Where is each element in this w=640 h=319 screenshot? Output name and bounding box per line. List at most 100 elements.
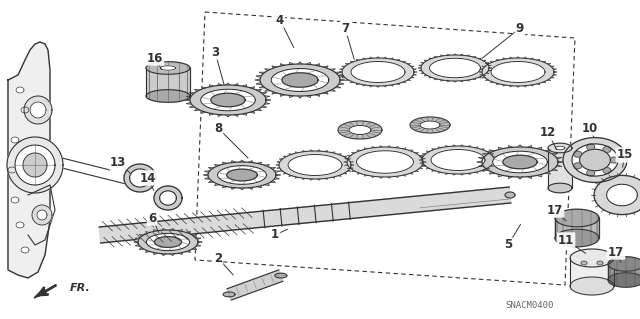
Polygon shape — [231, 187, 236, 189]
Polygon shape — [467, 80, 469, 81]
Polygon shape — [345, 158, 348, 160]
Polygon shape — [154, 186, 182, 210]
Polygon shape — [480, 74, 483, 75]
Polygon shape — [422, 158, 425, 160]
Polygon shape — [303, 178, 305, 179]
Polygon shape — [234, 115, 239, 116]
Polygon shape — [426, 168, 430, 169]
Polygon shape — [438, 147, 442, 148]
Polygon shape — [422, 146, 494, 174]
Polygon shape — [342, 77, 346, 78]
Polygon shape — [426, 151, 430, 152]
Polygon shape — [154, 253, 157, 254]
Polygon shape — [16, 222, 24, 228]
Polygon shape — [537, 59, 540, 61]
Polygon shape — [124, 164, 156, 192]
Polygon shape — [547, 63, 550, 65]
Polygon shape — [445, 145, 448, 147]
Polygon shape — [452, 145, 456, 146]
Polygon shape — [189, 106, 195, 107]
Polygon shape — [493, 151, 547, 173]
Polygon shape — [226, 115, 230, 117]
Polygon shape — [537, 147, 541, 150]
Polygon shape — [271, 69, 329, 92]
Polygon shape — [376, 86, 380, 87]
Polygon shape — [407, 79, 410, 80]
Polygon shape — [516, 86, 520, 87]
Polygon shape — [179, 230, 182, 232]
Polygon shape — [380, 177, 383, 178]
Polygon shape — [261, 93, 266, 94]
Polygon shape — [413, 69, 416, 70]
Polygon shape — [369, 57, 372, 58]
Text: 3: 3 — [211, 46, 219, 58]
Polygon shape — [266, 99, 271, 101]
Polygon shape — [365, 148, 367, 149]
Polygon shape — [363, 85, 365, 86]
Polygon shape — [490, 165, 493, 166]
Polygon shape — [608, 273, 640, 287]
Polygon shape — [348, 170, 351, 171]
Polygon shape — [348, 167, 351, 169]
Polygon shape — [134, 241, 138, 243]
Polygon shape — [516, 57, 520, 58]
Polygon shape — [307, 95, 311, 98]
Polygon shape — [272, 66, 277, 68]
Polygon shape — [419, 68, 421, 69]
Polygon shape — [162, 254, 166, 256]
Polygon shape — [475, 172, 477, 173]
Polygon shape — [339, 76, 344, 77]
Polygon shape — [7, 137, 63, 193]
Polygon shape — [573, 151, 582, 157]
Polygon shape — [610, 157, 618, 163]
Polygon shape — [483, 169, 488, 170]
Polygon shape — [339, 83, 344, 85]
Polygon shape — [272, 92, 277, 94]
Polygon shape — [503, 155, 537, 169]
Polygon shape — [160, 66, 176, 70]
Polygon shape — [346, 63, 349, 65]
Polygon shape — [390, 85, 393, 86]
Polygon shape — [419, 155, 422, 157]
Polygon shape — [552, 153, 557, 155]
Polygon shape — [479, 71, 482, 72]
Polygon shape — [330, 69, 335, 71]
Polygon shape — [227, 270, 283, 300]
Polygon shape — [296, 177, 298, 178]
Polygon shape — [380, 146, 383, 147]
Polygon shape — [419, 70, 422, 71]
Polygon shape — [186, 96, 191, 98]
Polygon shape — [136, 238, 140, 240]
Polygon shape — [146, 68, 190, 96]
Polygon shape — [277, 167, 280, 168]
Polygon shape — [202, 111, 206, 113]
Polygon shape — [537, 174, 541, 177]
Polygon shape — [420, 162, 423, 163]
Polygon shape — [201, 89, 255, 111]
Polygon shape — [146, 90, 190, 102]
Polygon shape — [468, 145, 470, 147]
Polygon shape — [447, 54, 450, 56]
Polygon shape — [499, 174, 503, 177]
Polygon shape — [460, 174, 463, 175]
Polygon shape — [608, 257, 640, 271]
Polygon shape — [555, 209, 599, 227]
Polygon shape — [346, 79, 349, 80]
Polygon shape — [338, 154, 341, 155]
Polygon shape — [387, 146, 390, 147]
Polygon shape — [289, 175, 292, 176]
Polygon shape — [477, 161, 482, 163]
Polygon shape — [518, 145, 522, 147]
Polygon shape — [351, 81, 353, 83]
Polygon shape — [205, 171, 210, 173]
Polygon shape — [192, 248, 196, 249]
Polygon shape — [350, 167, 353, 168]
Polygon shape — [356, 83, 359, 85]
Polygon shape — [276, 174, 280, 176]
Polygon shape — [223, 292, 235, 297]
Text: 10: 10 — [582, 122, 598, 135]
Polygon shape — [255, 79, 260, 81]
Polygon shape — [279, 151, 351, 179]
Polygon shape — [422, 154, 426, 155]
Polygon shape — [415, 170, 418, 172]
